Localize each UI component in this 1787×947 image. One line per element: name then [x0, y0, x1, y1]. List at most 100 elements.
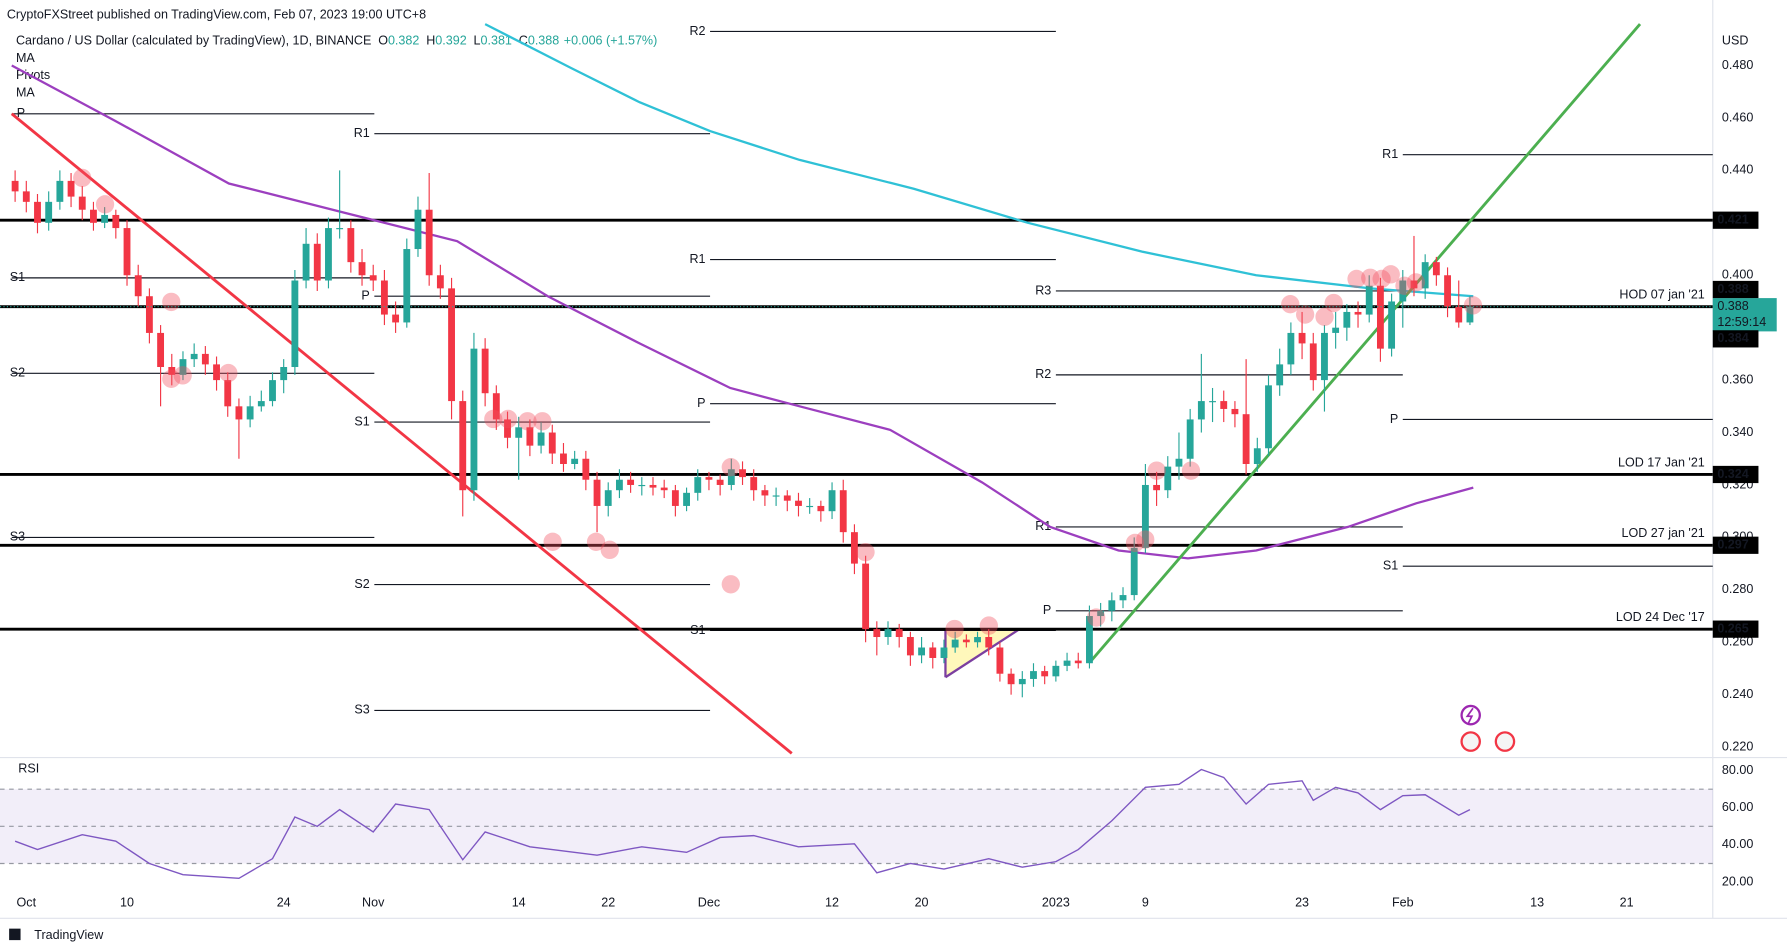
candle-body	[1108, 600, 1116, 611]
pivot-label: P	[361, 289, 369, 303]
trendline	[10, 112, 793, 755]
candle-body	[582, 458, 590, 480]
x-tick-label: 10	[120, 896, 134, 910]
candle-body	[1332, 327, 1340, 333]
level-label: LOD 17 Jan '21	[1618, 455, 1705, 469]
pivot-label: P	[1390, 412, 1398, 426]
price-tag-label: 0.324	[1717, 467, 1748, 481]
candle-body	[78, 196, 86, 210]
y-tick-label: 0.220	[1722, 739, 1753, 753]
y-tick-label: 0.440	[1722, 163, 1753, 177]
level-label: LOD 27 jan '21	[1621, 526, 1704, 540]
candle-body	[1376, 285, 1384, 349]
x-tick-label: Dec	[698, 896, 720, 910]
price-tag-label: 0.265	[1717, 621, 1748, 635]
pattern-marker	[1315, 307, 1334, 326]
candle-body	[101, 214, 109, 223]
x-tick-label: 14	[512, 896, 526, 910]
pivot-label: R3	[1035, 283, 1051, 297]
candle-body	[929, 647, 937, 658]
brand: TradingView	[34, 928, 104, 942]
candle-body	[750, 477, 758, 491]
candle-body	[90, 209, 97, 223]
pattern-marker	[1372, 269, 1391, 289]
candle-body	[1209, 401, 1216, 403]
pivot-label: S1	[10, 270, 25, 284]
pattern-marker	[945, 619, 964, 639]
pattern-marker	[721, 575, 740, 594]
candle-body	[235, 406, 243, 420]
candle-body	[1410, 280, 1418, 289]
logo	[9, 928, 21, 941]
candle-body	[1041, 671, 1049, 677]
candle-body	[246, 406, 254, 420]
candle-body	[1343, 311, 1351, 328]
candle-body	[906, 637, 914, 656]
y-tick-label: 0.240	[1722, 687, 1753, 701]
candle-body	[269, 380, 276, 402]
candle-body	[1265, 385, 1272, 449]
candle-body	[34, 201, 41, 223]
candle-body	[873, 629, 881, 638]
quote-key: C	[519, 34, 528, 48]
rsi-tick-label: 80.00	[1722, 763, 1753, 777]
pivot-label: P	[1043, 603, 1051, 617]
candle-body	[1276, 364, 1284, 386]
indicator: MA	[16, 51, 35, 65]
candle-body	[615, 479, 623, 491]
price-tag	[1712, 211, 1759, 229]
candle-body	[369, 275, 377, 281]
y-tick-label: 0.400	[1722, 268, 1753, 282]
candle-body	[694, 477, 702, 493]
candle-body	[302, 243, 310, 281]
candle-body	[940, 647, 948, 658]
trendline	[1089, 23, 1642, 663]
level-label: HOD 07 jan '21	[1619, 288, 1704, 302]
candle-body	[783, 495, 791, 501]
y-tick-label: 0.480	[1722, 58, 1753, 72]
pivot-label: R1	[1382, 147, 1398, 161]
candle-body	[727, 469, 735, 485]
event-icon[interactable]	[1494, 731, 1516, 752]
candle-body	[951, 639, 959, 648]
pivot-label: S3	[10, 530, 25, 544]
candle-body	[806, 505, 814, 508]
candle-body	[1321, 332, 1328, 381]
pattern-marker	[600, 540, 619, 560]
x-tick-label: Oct	[17, 896, 37, 910]
event-icon[interactable]	[1460, 731, 1481, 752]
candle-body	[985, 637, 993, 648]
candle-body	[145, 296, 153, 333]
candle-body	[1074, 660, 1082, 664]
candle-body	[1153, 484, 1161, 491]
candle-body	[1388, 301, 1396, 349]
x-tick-label: 22	[601, 896, 615, 910]
quote-value: 0.382	[388, 34, 419, 48]
candle-body	[134, 275, 142, 297]
candle-body	[1119, 595, 1127, 601]
pattern-marker	[1361, 268, 1380, 287]
event-icon[interactable]	[1460, 704, 1481, 726]
rsi-tick-label: 40.00	[1722, 837, 1753, 851]
candle-body	[470, 348, 478, 491]
pivot-label: R2	[689, 24, 705, 38]
candle-body	[1063, 660, 1071, 666]
candle-body	[492, 393, 500, 420]
candle-body	[313, 243, 321, 281]
candle-body	[593, 479, 601, 506]
price-tag	[1712, 280, 1759, 299]
candle-body	[67, 180, 75, 197]
candle-body	[1130, 547, 1138, 596]
pattern-marker	[518, 412, 537, 431]
pattern-marker	[162, 369, 181, 388]
candle-body	[1175, 458, 1183, 467]
candle-body	[1287, 332, 1295, 365]
last-price-tag	[1712, 298, 1777, 332]
quote-value: 0.392	[435, 34, 466, 48]
candle-body	[716, 479, 724, 485]
candle-body	[1354, 311, 1362, 315]
pattern-marker	[173, 366, 192, 385]
candle-body	[795, 500, 802, 506]
candle-body	[895, 629, 903, 638]
